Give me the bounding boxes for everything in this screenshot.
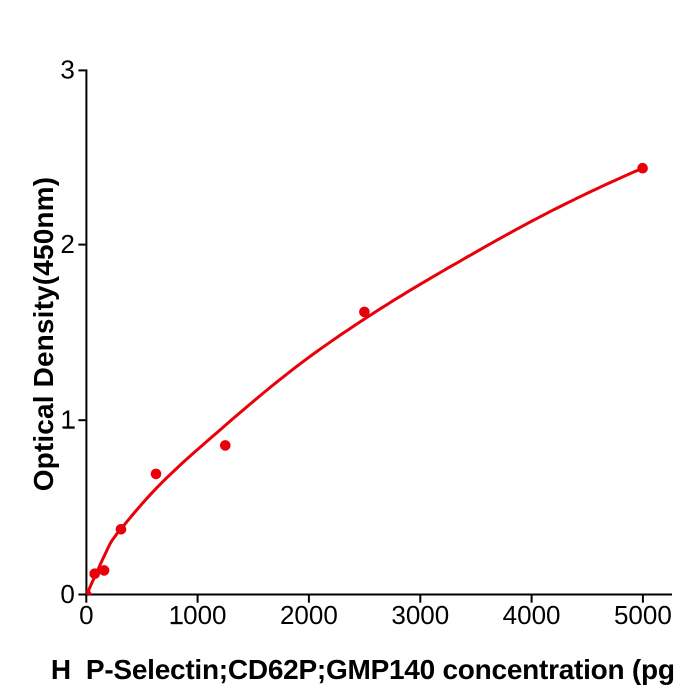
svg-text:0: 0 — [79, 600, 93, 630]
svg-text:2: 2 — [60, 229, 74, 259]
svg-text:3000: 3000 — [391, 600, 449, 630]
svg-text:2000: 2000 — [280, 600, 338, 630]
svg-text:0: 0 — [60, 579, 74, 609]
svg-text:5000: 5000 — [614, 600, 672, 630]
svg-text:3: 3 — [60, 55, 74, 85]
svg-text:4000: 4000 — [503, 600, 561, 630]
svg-text:1: 1 — [60, 405, 74, 435]
svg-text:1000: 1000 — [169, 600, 227, 630]
svg-text:H P-Selectin;CD62P;GMP140 con: H P-Selectin;CD62P;GMP140 concentration … — [51, 654, 675, 685]
svg-text:Optical Density(450nm): Optical Density(450nm) — [28, 177, 59, 492]
